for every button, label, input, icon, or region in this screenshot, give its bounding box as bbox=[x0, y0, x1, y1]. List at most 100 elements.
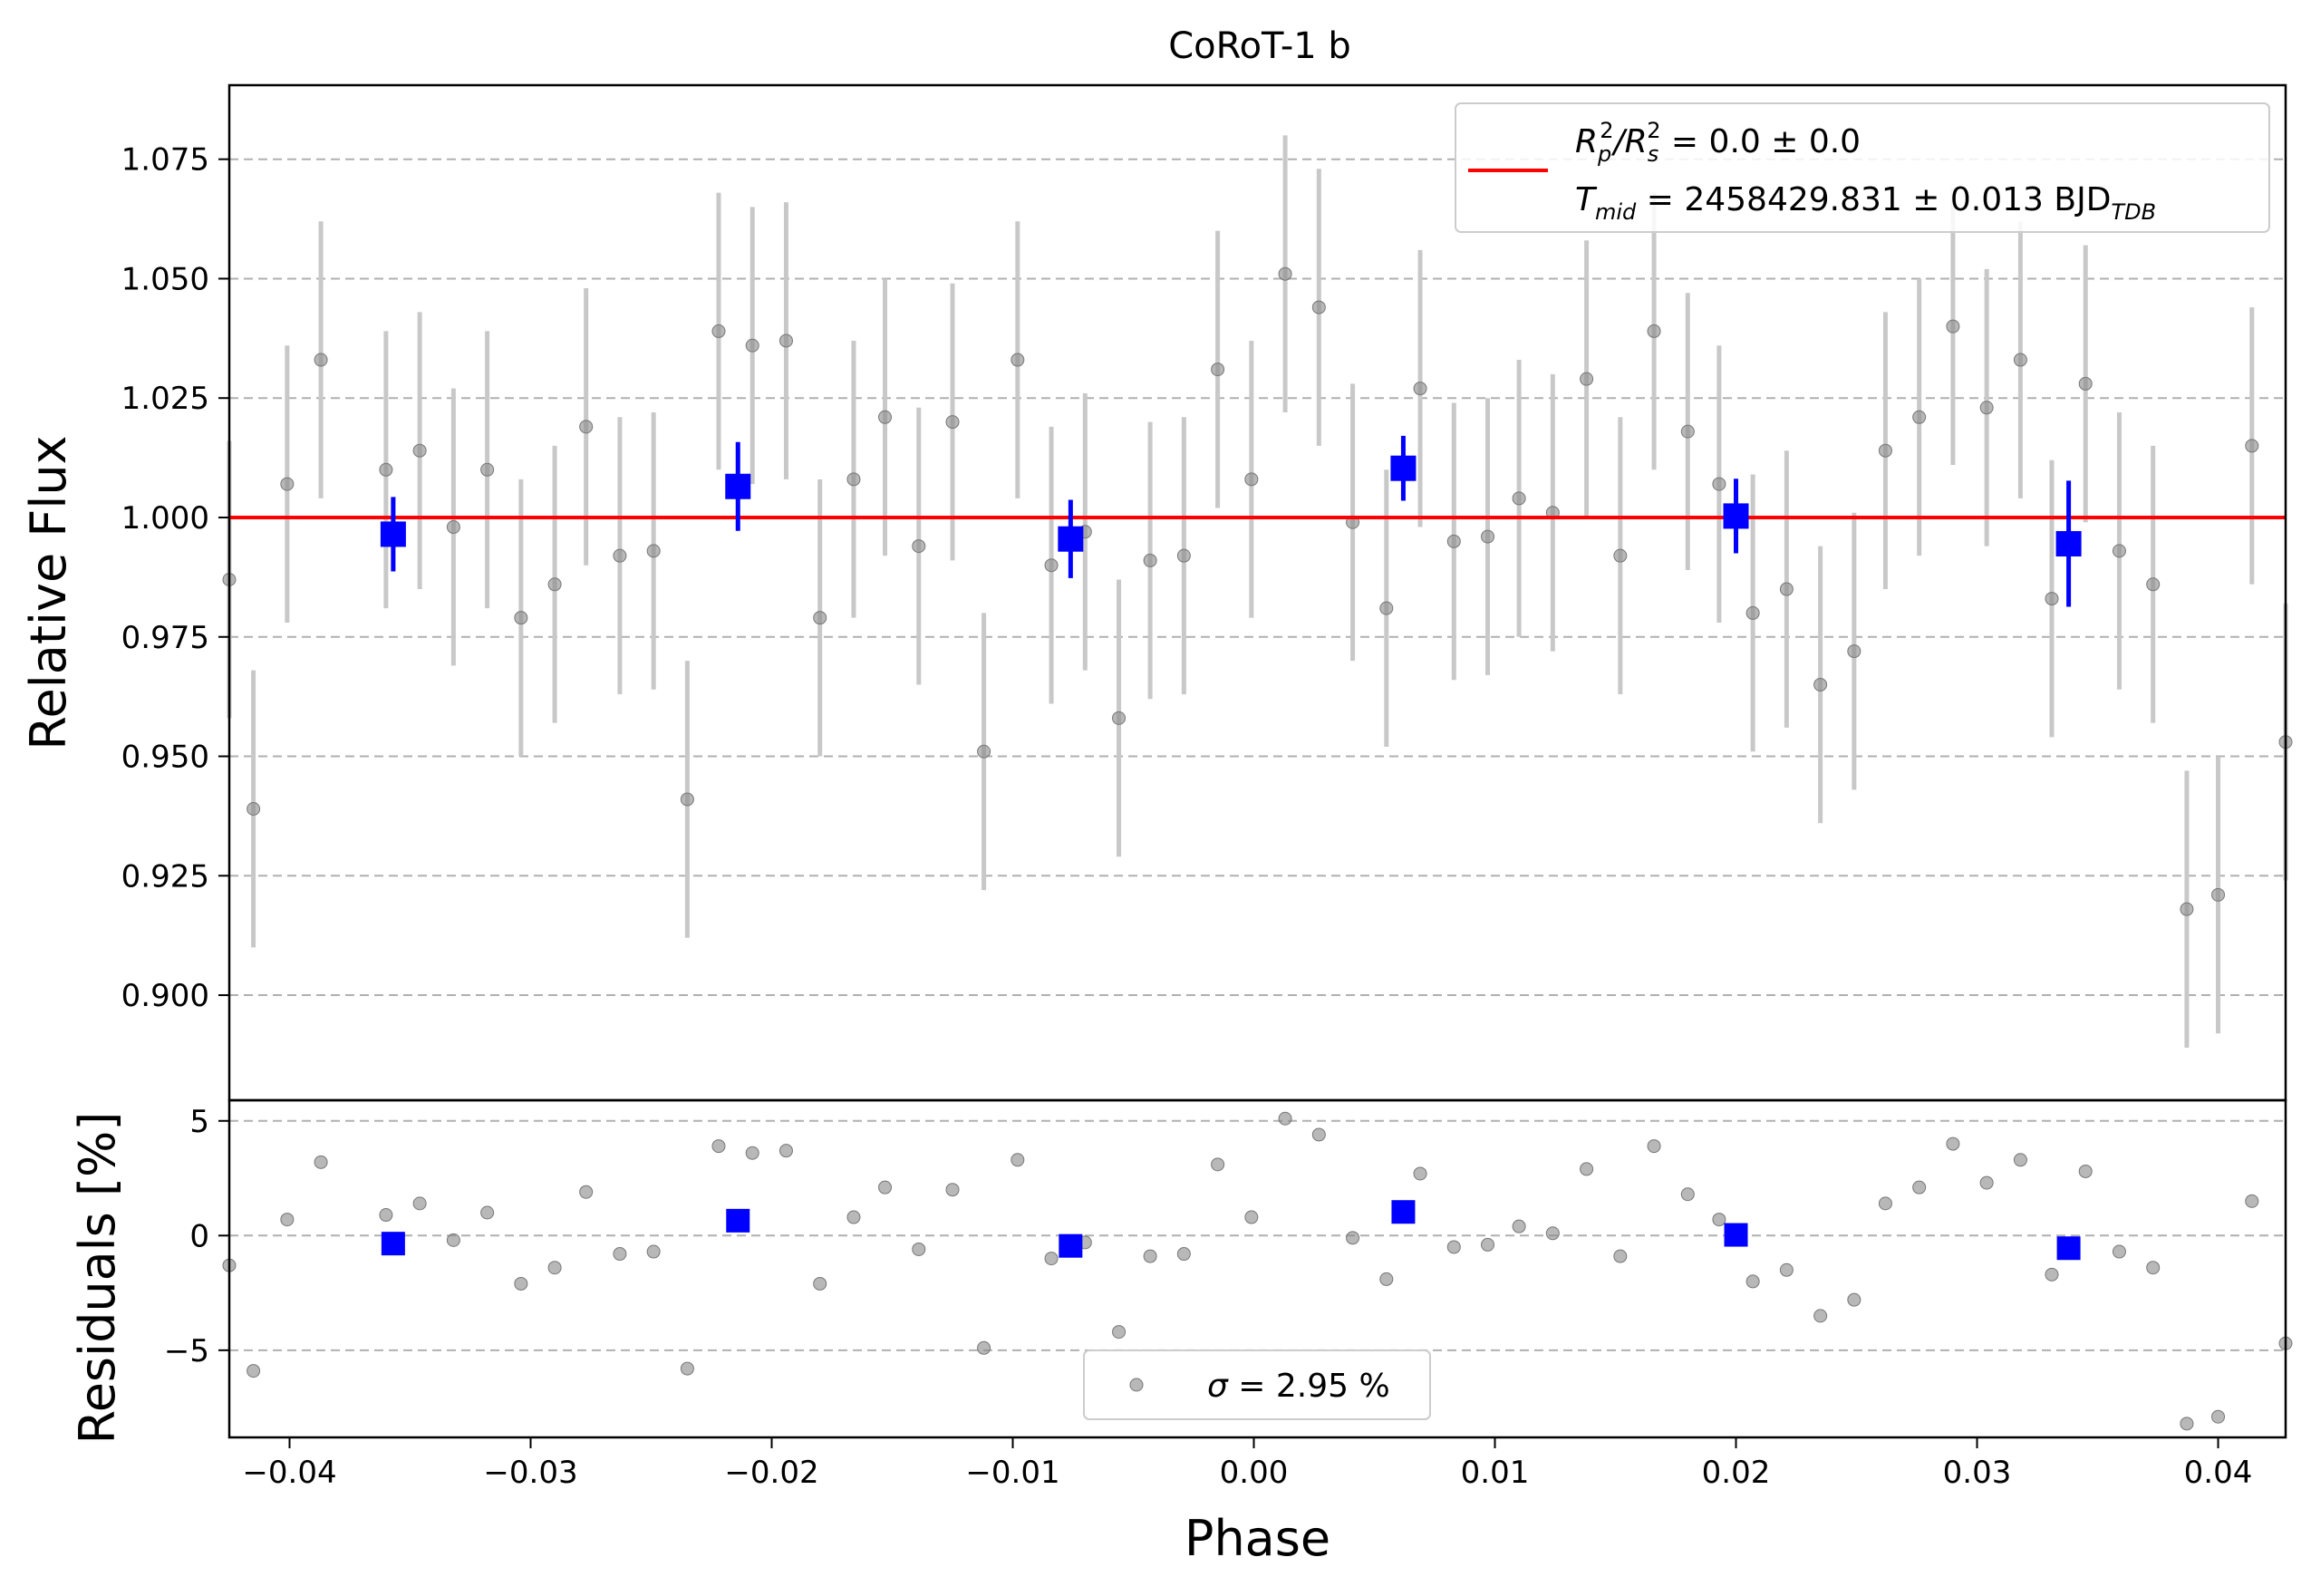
residual-raw-point bbox=[778, 1144, 793, 1158]
residual-binned-point bbox=[1724, 1223, 1748, 1247]
residual-raw-point bbox=[1580, 1162, 1594, 1176]
flux-raw-point bbox=[646, 544, 661, 558]
residual-raw-point bbox=[1446, 1240, 1461, 1254]
phase-x-tick-label: 0.03 bbox=[1943, 1455, 2012, 1491]
residuals-binned-points bbox=[381, 1200, 2081, 1261]
residual-raw-point bbox=[1712, 1213, 1726, 1227]
residual-raw-point bbox=[480, 1205, 495, 1220]
residual-raw-point bbox=[912, 1242, 926, 1256]
residual-binned-point bbox=[1059, 1233, 1083, 1258]
flux-raw-point bbox=[280, 477, 295, 491]
residuals-y-tick-label: −5 bbox=[164, 1333, 209, 1369]
residual-raw-point bbox=[1847, 1292, 1861, 1307]
phase-x-tick-label: 0.01 bbox=[1461, 1455, 1530, 1491]
residual-raw-point bbox=[1143, 1249, 1157, 1263]
flux-raw-point bbox=[778, 334, 793, 348]
residual-raw-point bbox=[1946, 1137, 1960, 1151]
flux-y-tick-label: 1.000 bbox=[121, 500, 209, 537]
legend-entry-radius-ratio: Rp2/Rs2 = 0.0 ± 0.0 bbox=[1575, 118, 1861, 167]
residual-binned-point bbox=[2056, 1236, 2081, 1261]
residuals-legend-box bbox=[1083, 1349, 1431, 1420]
flux-binned-point bbox=[1723, 503, 1749, 529]
flux-y-tick-label: 1.050 bbox=[121, 261, 209, 297]
residual-raw-point bbox=[1010, 1153, 1025, 1167]
residual-raw-point bbox=[2078, 1164, 2093, 1178]
flux-raw-point bbox=[680, 792, 694, 807]
residual-raw-point bbox=[813, 1276, 827, 1291]
residuals-y-tick-label: 0 bbox=[189, 1218, 209, 1254]
flux-raw-point bbox=[1211, 363, 1225, 377]
residual-raw-point bbox=[2180, 1417, 2194, 1431]
flux-raw-point bbox=[813, 611, 827, 625]
flux-raw-point bbox=[1647, 324, 1661, 338]
flux-raw-point bbox=[912, 539, 926, 554]
residual-raw-point bbox=[1647, 1139, 1661, 1154]
flux-binned-points bbox=[380, 435, 2082, 607]
flux-raw-point bbox=[1244, 472, 1259, 487]
residuals-raw-points bbox=[222, 1111, 2293, 1431]
flux-binned-point bbox=[1390, 455, 1417, 481]
residual-raw-point bbox=[1311, 1127, 1326, 1142]
residual-raw-point bbox=[579, 1185, 594, 1199]
residual-raw-point bbox=[1545, 1226, 1560, 1241]
flux-raw-point bbox=[514, 611, 528, 625]
residuals-panel: −5 0 5 −0.04 −0.03 −0.02 −0.01 0.00 0.01 0.02 0.0… bbox=[69, 1098, 2293, 1567]
flux-raw-point bbox=[1044, 558, 1059, 573]
flux-raw-point bbox=[1979, 401, 1994, 415]
residual-raw-point bbox=[379, 1208, 393, 1223]
residual-raw-point bbox=[1745, 1274, 1760, 1289]
flux-y-tick-label: 0.900 bbox=[121, 978, 209, 1014]
flux-y-tick-label: 0.925 bbox=[121, 858, 209, 895]
residual-raw-point bbox=[1481, 1237, 1495, 1252]
residual-raw-point bbox=[1346, 1231, 1360, 1245]
residual-raw-point bbox=[2112, 1244, 2126, 1259]
flux-legend-box bbox=[1455, 102, 2270, 233]
flux-legend: Rp2/Rs2 = 0.0 ± 0.0 Tmid = 2458429.831 ±… bbox=[1455, 102, 2270, 233]
flux-y-tick-label: 1.025 bbox=[121, 381, 209, 417]
flux-raw-point bbox=[1311, 300, 1326, 314]
residual-raw-point bbox=[846, 1210, 861, 1224]
residual-raw-point bbox=[1912, 1180, 1927, 1195]
residual-raw-point bbox=[446, 1233, 460, 1247]
flux-raw-point bbox=[1413, 382, 1427, 396]
residual-raw-point bbox=[2013, 1153, 2027, 1167]
flux-raw-point bbox=[547, 577, 562, 592]
flux-raw-point bbox=[1446, 534, 1461, 548]
flux-raw-point bbox=[379, 462, 393, 477]
flux-raw-point bbox=[1010, 353, 1025, 367]
flux-raw-point bbox=[1143, 553, 1157, 567]
phase-x-ticks: −0.04 −0.03 −0.02 −0.01 0.00 0.01 0.02 0.03 0.04 bbox=[242, 1437, 2252, 1491]
phase-x-tick-label: −0.04 bbox=[242, 1455, 336, 1491]
residual-raw-point bbox=[1413, 1166, 1427, 1181]
flux-raw-point bbox=[1512, 491, 1526, 506]
residual-raw-point bbox=[878, 1180, 893, 1195]
flux-raw-point bbox=[579, 420, 594, 434]
residual-raw-point bbox=[2045, 1267, 2059, 1282]
phase-x-tick-label: 0.00 bbox=[1220, 1455, 1289, 1491]
flux-raw-point bbox=[977, 744, 991, 759]
phase-x-tick-label: 0.04 bbox=[2184, 1455, 2253, 1491]
residual-raw-point bbox=[1979, 1175, 1994, 1190]
flux-panel: 0.900 0.925 0.950 0.975 1.000 1.025 1.050 1.075… bbox=[20, 83, 2293, 1102]
flux-raw-point bbox=[1379, 601, 1394, 615]
residual-raw-point bbox=[1244, 1210, 1259, 1224]
flux-raw-point bbox=[1878, 443, 1892, 458]
residuals-y-tick-label: 5 bbox=[189, 1104, 209, 1140]
flux-raw-point bbox=[1176, 548, 1191, 563]
flux-y-axis-label: Relative Flux bbox=[20, 435, 77, 750]
residual-raw-point bbox=[247, 1364, 261, 1378]
flux-raw-point bbox=[1779, 582, 1794, 596]
residual-raw-point bbox=[613, 1247, 627, 1262]
flux-raw-point bbox=[2112, 544, 2126, 558]
residual-binned-point bbox=[381, 1232, 405, 1256]
flux-raw-point bbox=[945, 415, 960, 430]
residual-raw-point bbox=[1211, 1157, 1225, 1172]
residual-raw-point bbox=[1613, 1249, 1628, 1263]
flux-raw-point bbox=[1912, 410, 1927, 424]
flux-raw-point bbox=[1112, 711, 1126, 725]
residual-raw-point bbox=[1813, 1309, 1828, 1323]
flux-raw-point bbox=[2045, 592, 2059, 606]
residuals-grid bbox=[229, 1119, 2286, 1351]
legend-residual-swatch bbox=[1129, 1378, 1144, 1392]
flux-raw-point bbox=[745, 338, 759, 353]
